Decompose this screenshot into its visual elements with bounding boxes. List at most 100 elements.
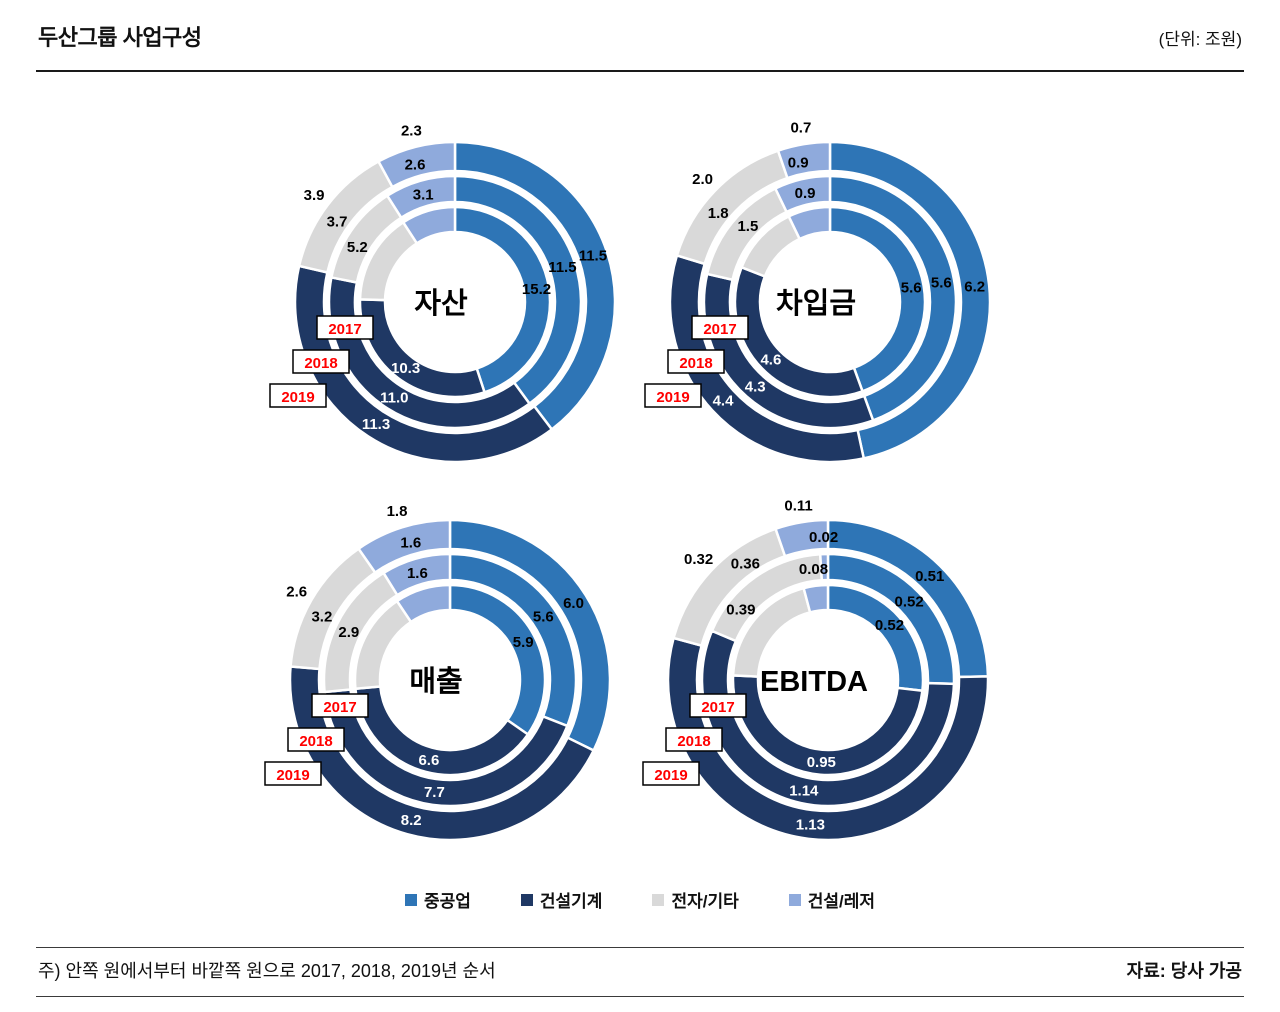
data-label: 1.8 — [708, 205, 729, 222]
data-label: 0.02 — [809, 529, 838, 546]
donut-segment — [376, 140, 457, 189]
unit-label: (단위: 조원) — [1158, 30, 1242, 49]
donut-segment — [401, 205, 457, 246]
donut-segment — [381, 552, 452, 597]
footer: 주) 안쪽 원에서부터 바깥쪽 원으로 2017, 2018, 2019년 순서… — [38, 957, 1242, 983]
data-label: 0.36 — [731, 555, 760, 572]
source-label: 자료: 당사 가공 — [1126, 961, 1242, 981]
year-label: 2018 — [677, 733, 710, 750]
year-label: 2019 — [276, 767, 309, 784]
data-label: 2.3 — [401, 123, 422, 140]
legend-label: 전자/기타 — [671, 892, 739, 911]
year-label-box — [311, 693, 369, 718]
donut-segment — [776, 140, 832, 180]
year-label-box — [264, 761, 322, 786]
data-label: 3.1 — [413, 187, 434, 204]
data-label: 0.95 — [807, 754, 836, 771]
data-label: 3.7 — [327, 213, 348, 230]
year-label: 2019 — [656, 389, 689, 406]
data-label: 11.5 — [579, 248, 607, 265]
donut-chart-borrowings: 5.6 4.6 1.5 0.9 5.6 4.3 1.8 0.9 6.2 4.4 2.0 0.7 2017… — [644, 119, 992, 464]
data-label: 2.0 — [692, 171, 713, 188]
legend-swatch-electronics-other — [652, 893, 665, 906]
data-label: 0.9 — [788, 155, 809, 172]
data-label: 5.2 — [347, 239, 368, 256]
data-label: 0.7 — [790, 119, 811, 136]
data-label: 1.5 — [737, 218, 758, 235]
header: 두산그룹 사업구성 (단위: 조원) — [38, 20, 1242, 52]
data-label: 2.6 — [286, 584, 307, 601]
year-label: 2018 — [304, 355, 337, 372]
year-label: 2018 — [299, 733, 332, 750]
data-label: 11.5 — [548, 259, 576, 276]
data-label: 3.2 — [311, 609, 332, 626]
data-label: 0.32 — [684, 551, 713, 568]
data-label: 10.3 — [391, 360, 420, 377]
year-label-box — [691, 315, 749, 340]
donut-segment — [787, 205, 832, 241]
year-label: 2018 — [679, 355, 712, 372]
donut-segment — [773, 174, 832, 214]
year-label-box — [665, 727, 723, 752]
data-label: 1.6 — [400, 535, 421, 552]
chart-center-title: EBITDA — [760, 666, 868, 698]
legend-item-heavy-industries: 중공업 — [404, 887, 471, 912]
data-label: 4.4 — [713, 393, 735, 410]
year-label-box — [644, 383, 702, 408]
data-label: 6.2 — [964, 279, 985, 296]
data-label: 4.3 — [745, 379, 766, 396]
year-label-box — [642, 761, 700, 786]
page-title: 두산그룹 사업구성 — [38, 25, 202, 50]
footer-divider-top — [36, 947, 1244, 948]
header-divider — [36, 70, 1244, 72]
data-label: 0.51 — [915, 568, 944, 585]
donut-segment — [731, 674, 924, 777]
legend-label: 중공업 — [423, 892, 471, 911]
year-label-box — [269, 383, 327, 408]
chart-legend: 중공업 건설기계 전자/기타 건설/레저 — [0, 887, 1280, 912]
legend-label: 건설/레저 — [807, 892, 876, 911]
data-label: 0.11 — [784, 498, 812, 515]
data-label: 0.9 — [795, 185, 816, 202]
donut-segment — [700, 629, 956, 808]
year-label-box — [316, 315, 374, 340]
data-label: 1.14 — [789, 782, 819, 799]
data-label: 5.6 — [931, 274, 952, 291]
footer-divider-bottom — [36, 996, 1244, 997]
donut-segment — [773, 518, 830, 558]
donut-chart-assets: 15.2 10.3 5.2 3.1 11.5 11.0 3.7 2.6 11.5 11.3 3.9 2… — [269, 123, 617, 464]
chart-center-title: 차입금 — [776, 287, 856, 320]
year-label-box — [667, 349, 725, 374]
year-label-box — [287, 727, 345, 752]
year-label-box — [689, 693, 747, 718]
data-label: 7.7 — [424, 784, 445, 801]
legend-swatch-construction-machinery — [520, 893, 533, 906]
year-label: 2017 — [328, 321, 361, 338]
legend-item-construction-leisure: 건설/레저 — [788, 887, 876, 912]
year-label: 2019 — [654, 767, 687, 784]
donut-segment — [818, 552, 830, 582]
data-label: 2.9 — [338, 624, 359, 641]
donut-segment — [395, 583, 452, 624]
data-label: 5.9 — [513, 634, 534, 651]
year-label: 2017 — [703, 321, 736, 338]
donut-chart-ebitda: 0.52 0.95 0.39 0.08 0.52 1.14 0.36 0.02 0.51 1.13… — [642, 498, 990, 842]
legend-label: 건설기계 — [539, 892, 603, 911]
data-label: 4.6 — [760, 352, 781, 369]
data-label: 0.52 — [894, 593, 923, 610]
donut-segment — [802, 583, 830, 614]
data-label: 0.52 — [875, 617, 904, 634]
data-label: 6.6 — [418, 752, 439, 769]
donut-segment — [453, 205, 552, 394]
donut-chart-revenue: 5.9 6.6 2.9 1.6 5.6 7.7 3.2 1.6 6.0 8.2 2.6 1.8 2017… — [264, 503, 612, 842]
footnote: 주) 안쪽 원에서부터 바깥쪽 원으로 2017, 2018, 2019년 순서 — [38, 961, 496, 981]
donut-segment — [385, 174, 457, 220]
data-label: 0.08 — [799, 561, 828, 578]
legend-item-electronics-other: 전자/기타 — [652, 887, 739, 912]
data-label: 1.13 — [796, 816, 825, 833]
year-label: 2019 — [281, 389, 314, 406]
year-label-box — [292, 349, 350, 374]
year-label: 2017 — [323, 699, 356, 716]
donut-segment — [666, 636, 990, 842]
